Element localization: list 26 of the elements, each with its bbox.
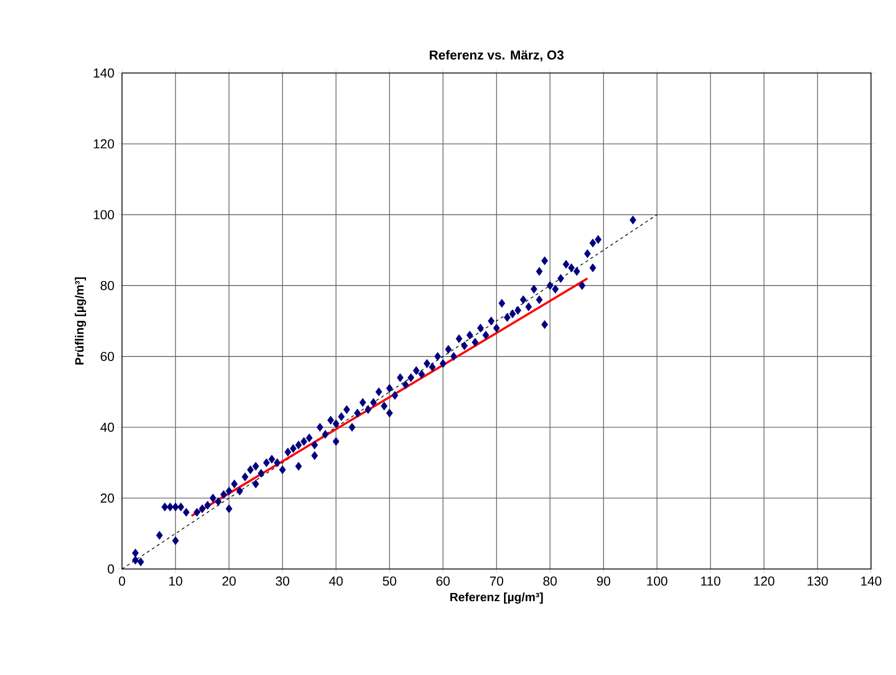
chart-title: Referenz vs. März, O3 — [430, 50, 564, 62]
x-tick-label: 130 — [808, 576, 828, 586]
x-tick-label: 50 — [382, 576, 396, 586]
y-tick-label: 0 — [108, 564, 114, 574]
y-tick-label: 120 — [94, 139, 114, 148]
y-tick-label: 80 — [100, 280, 114, 290]
y-tick-label: 60 — [100, 352, 114, 361]
y-tick-label: 140 — [94, 68, 114, 78]
x-tick-label: 10 — [169, 576, 182, 586]
x-axis-title: Referenz [µg/m³] — [450, 592, 543, 604]
x-tick-label: 40 — [329, 576, 343, 586]
x-tick-label: 80 — [543, 576, 557, 586]
x-tick-label: 70 — [490, 576, 504, 586]
x-tick-label: 120 — [754, 576, 774, 586]
x-tick-label: 100 — [647, 576, 668, 586]
x-tick-label: 20 — [222, 576, 236, 586]
x-tick-label: 60 — [436, 576, 450, 586]
y-tick-label: 20 — [100, 494, 114, 503]
x-tick-label: 0 — [118, 576, 126, 586]
x-tick-label: 30 — [276, 576, 290, 586]
x-tick-label: 110 — [701, 576, 720, 586]
y-tick-label: 100 — [94, 210, 114, 220]
y-tick-label: 40 — [100, 422, 114, 432]
x-tick-label: 140 — [861, 576, 882, 586]
y-axis-title: Prüfling [µg/m³] — [74, 277, 86, 364]
x-tick-label: 90 — [596, 576, 610, 586]
